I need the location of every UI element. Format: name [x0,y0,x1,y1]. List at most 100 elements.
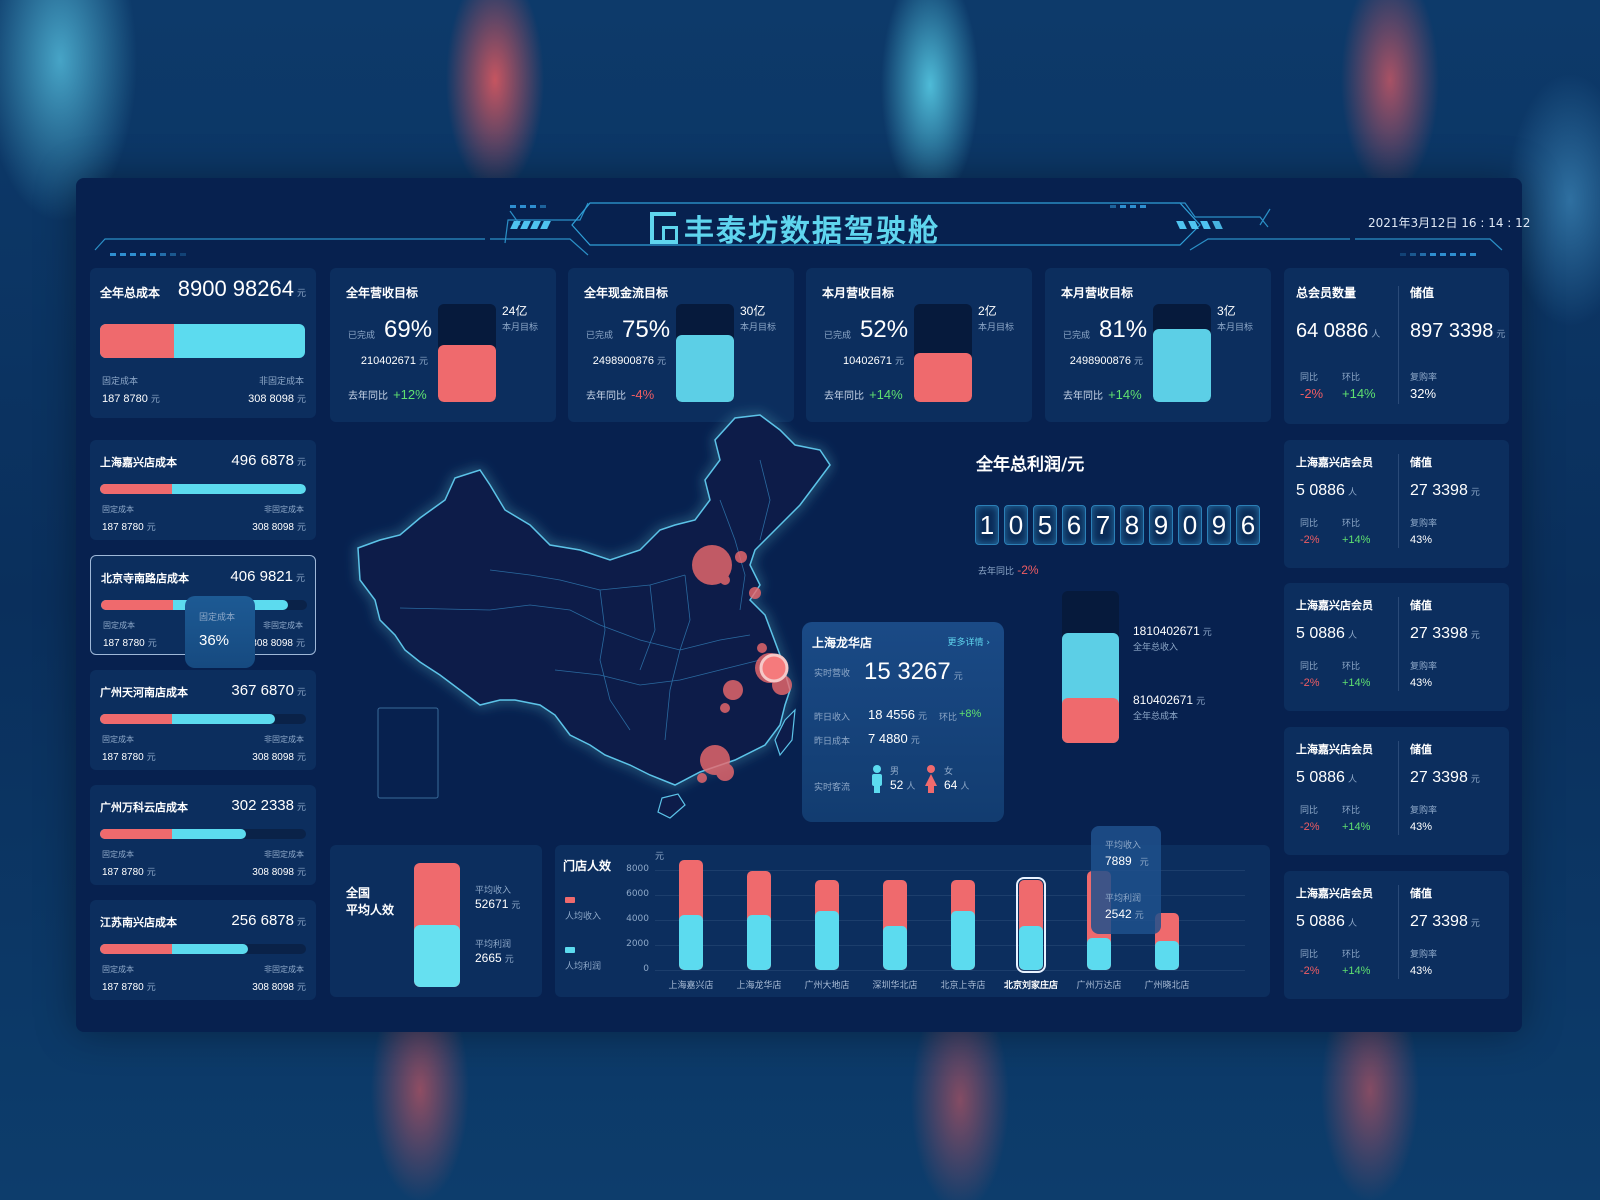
store-member-card[interactable]: 上海嘉兴店会员 5 0886 人 同比 环比 -2% +14% 储值 27 339… [1284,727,1509,855]
store-cost-value: 302 2338 [231,797,294,814]
store-member-card[interactable]: 上海嘉兴店会员 5 0886 人 同比 环比 -2% +14% 储值 27 339… [1284,440,1509,568]
tooltip-profit-label: 平均利润 [1105,894,1142,904]
yoy-label: 同比 [1300,373,1319,383]
store-cost-card[interactable]: 北京寺南路店成本 406 9821 元 固定成本 非固定成本 187 8780 元… [90,555,316,668]
chart-bar[interactable] [951,880,975,970]
selected-store-marker[interactable] [759,653,789,683]
y-tick-label: 0 [643,964,649,974]
profit-title: 全年总利润/元 [976,455,1085,475]
unit: 元 [504,955,514,965]
yoy-label: 同比 [1300,662,1319,672]
store-cost-card[interactable]: 江苏南兴店成本 256 6878 元 固定成本 非固定成本 187 8780 元 … [90,900,316,1000]
profit-digit: 7 [1091,505,1115,545]
yoy-label: 同比 [1300,519,1319,529]
store-cost-title: 江苏南兴店成本 [100,916,177,929]
yesterday-cost-label: 昨日成本 [814,737,851,747]
more-details-text[interactable]: 更多详情 [947,638,984,648]
store-cost-bar [100,829,306,839]
mom-value: +14% [1342,677,1371,689]
unit: 元 [1139,858,1149,868]
done-label: 已完成 [586,331,614,341]
store-cost-card[interactable]: 上海嘉兴店成本 496 6878 元 固定成本 非固定成本 187 8780 元 … [90,440,316,540]
target-pct: 52% [860,316,909,343]
nonfixed-cost-value: 308 8098 [252,982,294,993]
unit: 元 [296,983,306,993]
gridline [655,945,1245,946]
nonfixed-segment [100,829,247,839]
china-map[interactable] [340,400,840,830]
profit-bar-segment [951,911,975,970]
target-card[interactable]: 本月营收目标 已完成 81% 2498900876 元 去年同比 +14% 3亿 … [1045,268,1271,422]
x-tick-label: 北京刘家庄店 [1003,981,1058,991]
gridline [655,970,1245,971]
profit-digit: 1 [975,505,999,545]
avg-income-label: 平均收入 [475,886,512,896]
chart-tooltip: 平均收入 7889 元 平均利润 2542 元 [1091,826,1161,934]
unit: 人 [1347,775,1357,785]
tooltip-income-value: 7889 [1105,854,1132,868]
nonfixed-cost-label: 非固定成本 [263,621,303,630]
yoy-value: -2% [1300,534,1320,546]
unit: 元 [146,868,156,878]
stored-title: 储值 [1410,456,1432,469]
target-card[interactable]: 全年现金流目标 已完成 75% 2498900876 元 去年同比 -4% 30亿… [568,268,794,422]
unit: 元 [1202,628,1212,638]
chart-bar[interactable] [747,871,771,970]
profit-bar-segment [1019,926,1043,970]
store-efficiency-chart[interactable]: 门店人效 人均收入 人均利润 元 0 2000 4000 6000 8000 上海嘉兴店… [555,845,1270,997]
traffic-label: 实时客流 [814,783,851,793]
repurchase-value: 43% [1410,677,1433,689]
profit-digit: 8 [1120,505,1144,545]
store-cost-value: 367 6870 [231,682,294,699]
stored-value: 27 3398 [1410,625,1468,642]
yoy-value: +12% [393,387,427,402]
goal-label: 本月目标 [740,323,777,333]
goal-value: 3亿 [1217,304,1236,318]
mom-value: +14% [1342,821,1371,833]
chart-bar[interactable] [1016,877,1046,973]
chart-bar[interactable] [883,880,907,970]
repurchase-label: 复购率 [1410,806,1438,816]
store-member-card[interactable]: 上海嘉兴店会员 5 0886 人 同比 环比 -2% +14% 储值 27 339… [1284,871,1509,999]
chevron-right-icon: › [986,638,990,648]
fixed-cost-label: 固定成本 [102,965,134,974]
yoy-value: -4% [631,387,655,402]
legend-profit-swatch [565,947,575,953]
fixed-cost-value: 187 8780 [102,867,144,878]
profit-bar-segment [815,911,839,970]
national-efficiency-card[interactable]: 全国 平均人效 平均收入 52671 元 平均利润 2665 元 [330,845,542,997]
divider [1398,454,1399,548]
store-member-title: 上海嘉兴店会员 [1296,599,1373,612]
yoy-value: -2% [1300,677,1320,689]
target-card[interactable]: 全年营收目标 已完成 69% 210402671 元 去年同比 +12% 24亿 … [330,268,556,422]
legend-income-label: 人均收入 [565,912,602,922]
unit: 元 [150,395,160,405]
female-count: 64 [944,778,958,792]
total-cost-card[interactable]: 全年总成本 8900 98264 元 固定成本 非固定成本 187 8780 元 … [90,268,316,418]
more-details-link[interactable]: 更多详情 › [948,635,991,648]
unit: 元 [1496,330,1506,340]
nonfixed-cost-value: 308 8098 [252,522,294,533]
target-progress-fill [914,353,972,402]
total-members-title: 总会员数量 [1296,286,1357,300]
target-card[interactable]: 本月营收目标 已完成 52% 10402671 元 去年同比 +14% 2亿 本月… [806,268,1032,422]
chart-bar[interactable] [815,880,839,970]
stored-value: 27 3398 [1410,482,1468,499]
mom-value: +14% [1342,534,1371,546]
chart-bar[interactable] [679,860,703,970]
total-members-card[interactable]: 总会员数量 64 0886 人 同比 环比 -2% +14% 储值 897 33… [1284,268,1509,424]
unit: 元 [418,357,428,367]
gridline [655,895,1245,896]
national-efficiency-bar [414,863,460,987]
yesterday-income-value: 18 4556 [868,707,915,722]
store-cost-card[interactable]: 广州天河南店成本 367 6870 元 固定成本 非固定成本 187 8780 元… [90,670,316,770]
unit: 元 [894,357,904,367]
store-member-card[interactable]: 上海嘉兴店会员 5 0886 人 同比 环比 -2% +14% 储值 27 339… [1284,583,1509,711]
mom-label: 环比 [1342,373,1361,383]
fixed-cost-label: 固定成本 [102,735,134,744]
store-cost-card[interactable]: 广州万科云店成本 302 2338 元 固定成本 非固定成本 187 8780 元… [90,785,316,885]
target-amount: 2498900876 [592,355,654,367]
unit: 元 [295,639,305,649]
unit: 元 [1134,911,1144,921]
legend-profit-label: 人均利润 [565,962,602,972]
